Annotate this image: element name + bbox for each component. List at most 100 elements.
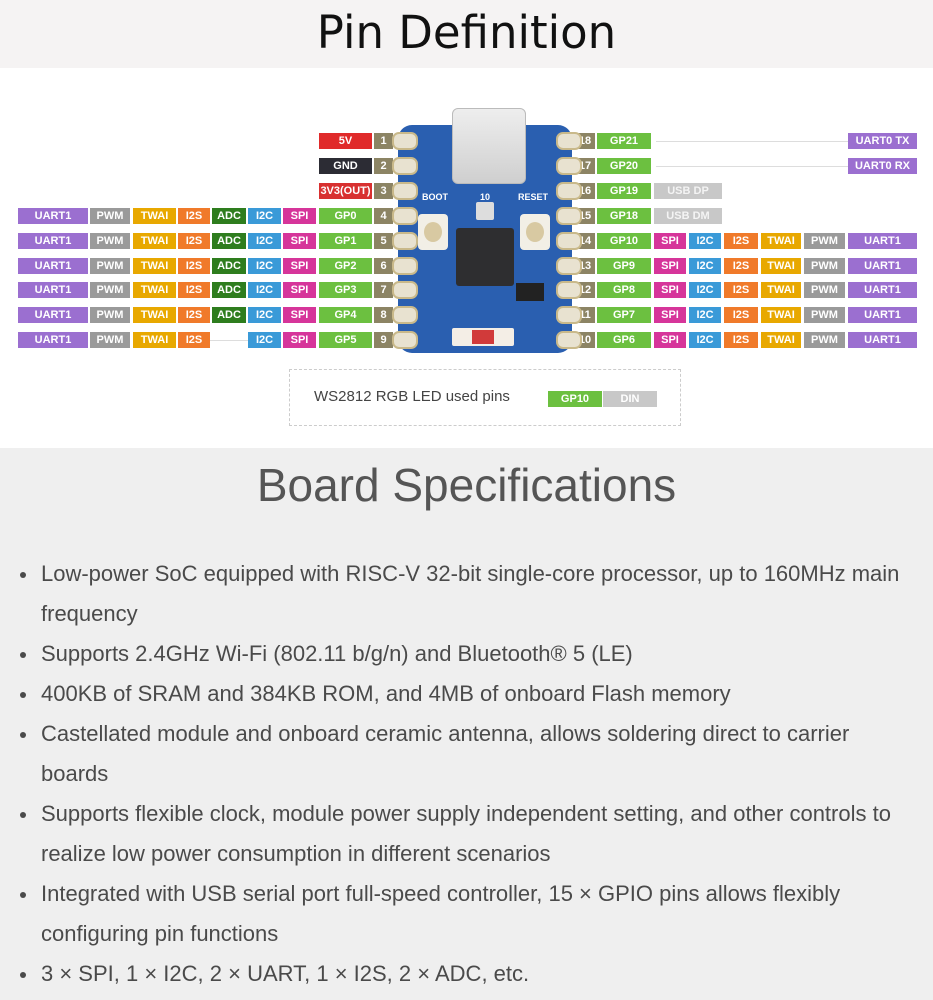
pin-function-pwm: PWM (804, 307, 845, 324)
led-label: 10 (480, 192, 491, 202)
pin-function-i2c: I2C (248, 232, 281, 249)
solder-pad (556, 281, 582, 300)
pin-function-twai: TWAI (133, 257, 176, 274)
pin-function-spi: SPI (654, 332, 686, 349)
pin-function-i2c: I2C (689, 257, 721, 274)
pin-function-twai: TWAI (761, 332, 801, 349)
pin-function-twai: TWAI (133, 332, 176, 349)
pin-function-pwm: PWM (90, 207, 130, 224)
pin-function-i2s: I2S (178, 332, 210, 349)
pin-function-uart1: UART1 (18, 332, 88, 349)
pin-number: 1 (374, 133, 393, 149)
soc-chip (456, 228, 514, 286)
pin-function-usb-dm: USB DM (654, 207, 722, 224)
pin-function-pwm: PWM (90, 282, 130, 299)
led-pin-label: GP10 (548, 391, 602, 407)
pin-function-uart1: UART1 (848, 282, 917, 299)
pin-function-spi: SPI (283, 257, 316, 274)
solder-pad (556, 181, 582, 200)
pin-function-uart1: UART1 (18, 232, 88, 249)
usb-c-connector (452, 108, 526, 184)
connector-line (656, 165, 848, 167)
spec-item: Low-power SoC equipped with RISC-V 32-bi… (18, 554, 918, 634)
pin-name: GP5 (319, 332, 372, 349)
pin-function-uart0-tx: UART0 TX (848, 133, 917, 149)
pin-function-spi: SPI (654, 257, 686, 274)
title-band (0, 0, 933, 68)
spec-item: Supports 2.4GHz Wi-Fi (802.11 b/g/n) and… (18, 634, 918, 674)
pin-function-pwm: PWM (90, 232, 130, 249)
pin-function-adc: ADC (212, 257, 246, 274)
pin-number: 4 (374, 207, 393, 224)
solder-pad (392, 306, 418, 325)
pin-function-i2s: I2S (178, 307, 210, 324)
pin-function-i2c: I2C (689, 307, 721, 324)
spec-item: Castellated module and onboard ceramic a… (18, 714, 918, 794)
pin-function-uart0-rx: UART0 RX (848, 157, 917, 174)
pin-name: GP2 (319, 257, 372, 274)
pin-name: GP8 (597, 282, 651, 299)
connector-line (210, 340, 248, 342)
pin-number: 7 (374, 282, 393, 299)
pin-function-usb-dp: USB DP (654, 182, 722, 199)
spec-item: 3 × SPI, 1 × I2C, 2 × UART, 1 × I2S, 2 ×… (18, 954, 918, 994)
solder-pad (392, 156, 418, 175)
pin-function-pwm: PWM (90, 307, 130, 324)
pin-function-i2s: I2S (724, 332, 758, 349)
pin-name: GP19 (597, 182, 651, 199)
reset-button (520, 214, 550, 250)
pin-name: GP3 (319, 282, 372, 299)
pin-function-adc: ADC (212, 282, 246, 299)
solder-pad (556, 132, 582, 150)
pin-function-twai: TWAI (133, 207, 176, 224)
pin-function-i2s: I2S (178, 282, 210, 299)
pin-function-uart1: UART1 (18, 257, 88, 274)
pin-name: GP1 (319, 232, 372, 249)
pin-name: GP21 (597, 133, 651, 149)
pin-name: GP0 (319, 207, 372, 224)
spec-list: Low-power SoC equipped with RISC-V 32-bi… (18, 554, 918, 994)
led-note-text: WS2812 RGB LED used pins (314, 388, 510, 405)
pin-function-pwm: PWM (804, 257, 845, 274)
solder-pad (392, 181, 418, 200)
regulator-chip (516, 283, 544, 301)
pin-function-pwm: PWM (804, 332, 845, 349)
pin-name: GP20 (597, 157, 651, 174)
pin-function-uart1: UART1 (18, 282, 88, 299)
pin-function-uart1: UART1 (848, 307, 917, 324)
solder-pad (392, 206, 418, 225)
pin-name: GP18 (597, 207, 651, 224)
pin-function-spi: SPI (654, 282, 686, 299)
pin-name: GP6 (597, 332, 651, 349)
pin-function-adc: ADC (212, 232, 246, 249)
pin-function-twai: TWAI (761, 307, 801, 324)
pin-function-pwm: PWM (804, 232, 845, 249)
ceramic-antenna (452, 328, 514, 346)
solder-pad (392, 132, 418, 150)
pin-function-i2c: I2C (689, 232, 721, 249)
pin-name: 3V3(OUT) (319, 182, 372, 199)
solder-pad (556, 331, 582, 350)
spec-item: Integrated with USB serial port full-spe… (18, 874, 918, 954)
pin-name: GND (319, 157, 372, 174)
solder-pad (556, 206, 582, 225)
pin-name: 5V (319, 133, 372, 149)
pin-function-spi: SPI (283, 307, 316, 324)
pin-name: GP4 (319, 307, 372, 324)
pin-name: GP9 (597, 257, 651, 274)
pin-function-i2c: I2C (248, 282, 281, 299)
solder-pad (392, 256, 418, 275)
boot-button (418, 214, 448, 250)
pin-function-i2s: I2S (178, 232, 210, 249)
pin-function-spi: SPI (283, 207, 316, 224)
board-specifications-section: Board Specifications Low-power SoC equip… (0, 448, 933, 1000)
pin-function-uart1: UART1 (18, 207, 88, 224)
solder-pad (556, 156, 582, 175)
pin-function-uart1: UART1 (848, 257, 917, 274)
pin-number: 9 (374, 332, 393, 349)
pin-number: 2 (374, 157, 393, 174)
pin-function-i2c: I2C (689, 282, 721, 299)
pin-function-i2c: I2C (248, 332, 281, 349)
pin-function-spi: SPI (654, 232, 686, 249)
pin-function-i2c: I2C (248, 307, 281, 324)
